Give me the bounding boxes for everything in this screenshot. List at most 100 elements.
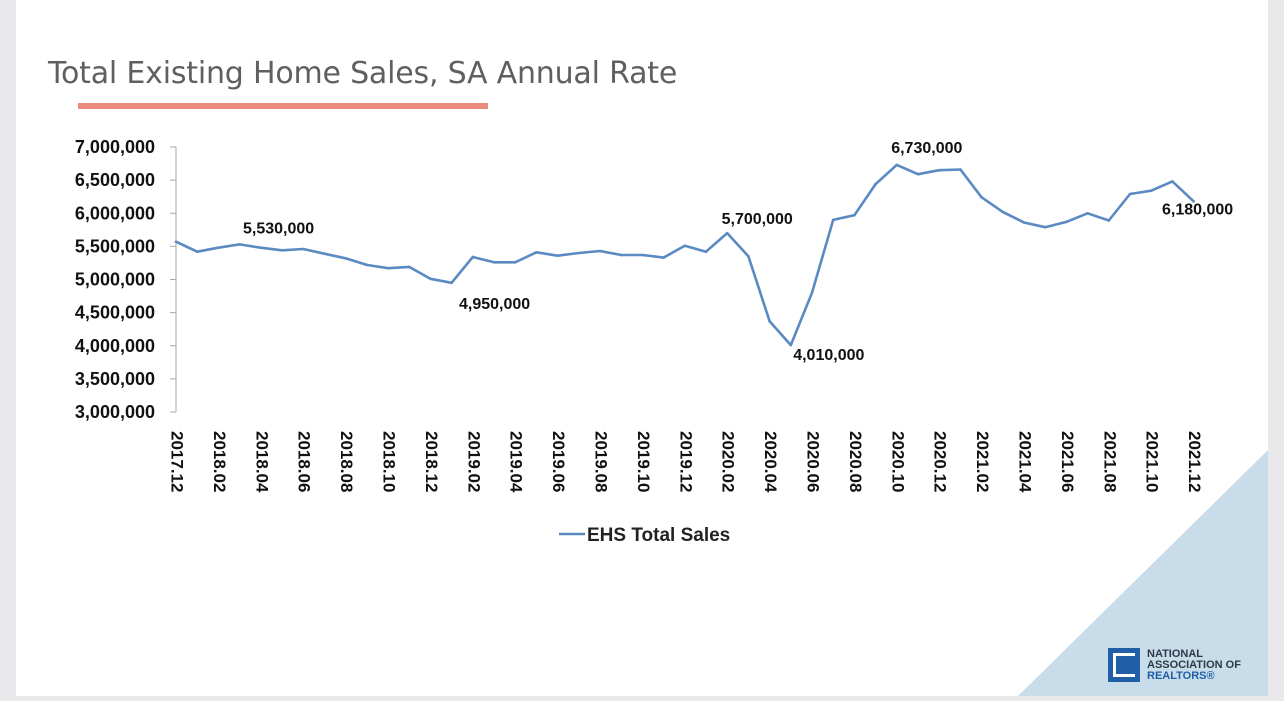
data-point	[598, 249, 602, 253]
data-point	[768, 319, 771, 323]
x-tick-label: 2021.08	[1100, 431, 1119, 492]
x-tick-label: 2019.02	[464, 431, 483, 492]
data-point	[619, 253, 623, 257]
data-point	[238, 243, 241, 246]
data-point	[195, 250, 199, 253]
x-tick-label: 2021.10	[1143, 431, 1162, 492]
x-tick-label: 2018.02	[210, 431, 229, 492]
data-point	[1128, 192, 1132, 196]
x-tick-label: 2020.08	[846, 431, 865, 492]
data-point	[1001, 210, 1005, 214]
logo-line-3: REALTORS®	[1147, 669, 1215, 682]
data-label: 6,730,000	[891, 140, 962, 157]
nar-logo-icon	[1108, 648, 1140, 682]
data-point	[577, 251, 581, 255]
data-point	[217, 246, 220, 249]
data-point	[980, 196, 983, 199]
data-point	[535, 251, 538, 254]
data-point	[937, 168, 941, 172]
data-point	[831, 218, 835, 222]
y-tick-label: 5,500,000	[75, 236, 155, 256]
data-point	[641, 253, 644, 257]
data-label: 5,700,000	[722, 211, 793, 228]
data-point	[386, 266, 390, 270]
data-point	[365, 263, 369, 267]
data-point	[280, 249, 284, 252]
data-point	[1192, 200, 1195, 203]
y-tick-label: 4,500,000	[75, 303, 155, 323]
data-point	[471, 255, 475, 259]
data-point	[916, 172, 920, 176]
chart-title: Total Existing Home Sales, SA Annual Rat…	[48, 56, 678, 91]
logo-line-1: NATIONAL	[1147, 647, 1204, 660]
logo-line-2: ASSOCIATION OF	[1147, 658, 1241, 671]
x-tick-label: 2018.08	[337, 431, 356, 492]
x-tick-label: 2018.10	[380, 431, 399, 492]
data-label: 5,530,000	[243, 220, 314, 237]
slide: Total Existing Home Sales, SA Annual Rat…	[16, 0, 1268, 696]
legend-label: EHS Total Sales	[587, 525, 730, 546]
data-point	[959, 168, 962, 171]
y-tick-label: 3,000,000	[75, 402, 155, 422]
x-tick-label: 2018.06	[295, 431, 314, 492]
data-point	[1107, 219, 1111, 222]
x-tick-label: 2019.10	[634, 431, 653, 492]
x-tick-label: 2020.02	[719, 431, 738, 492]
x-tick-label: 2020.12	[931, 431, 950, 492]
data-point	[1043, 225, 1047, 229]
data-point	[323, 252, 326, 255]
x-tick-label: 2017.12	[168, 431, 187, 492]
x-tick-label: 2019.06	[549, 431, 568, 492]
y-tick-label: 6,500,000	[75, 170, 155, 190]
x-tick-label: 2019.12	[676, 431, 695, 492]
data-point	[810, 291, 814, 295]
data-label: 6,180,000	[1162, 201, 1233, 218]
data-point	[556, 254, 559, 257]
x-tick-label: 2019.04	[507, 431, 526, 493]
y-tick-label: 5,000,000	[75, 270, 155, 290]
x-tick-label: 2018.04	[252, 431, 271, 493]
y-tick-label: 6,000,000	[75, 203, 155, 223]
x-tick-label: 2021.04	[1016, 431, 1035, 493]
data-point	[429, 277, 432, 281]
data-point	[1065, 220, 1068, 224]
data-label: 4,010,000	[793, 347, 864, 364]
data-point	[704, 250, 708, 253]
x-tick-label: 2019.08	[592, 431, 611, 492]
x-tick-label: 2020.04	[761, 431, 780, 493]
data-point	[513, 260, 517, 264]
data-point	[1171, 180, 1174, 183]
line-chart: 3,000,000 3,500,000 4,000,000 4,500,000 5,00…	[75, 137, 1233, 546]
y-tick-label: 3,500,000	[75, 369, 155, 389]
corner-decoration	[1018, 450, 1268, 696]
data-point	[874, 182, 877, 186]
data-point	[407, 265, 411, 269]
data-label: 4,950,000	[459, 296, 530, 313]
data-point	[725, 231, 729, 235]
data-point	[683, 244, 687, 248]
data-point	[747, 255, 750, 258]
data-point	[492, 260, 496, 264]
data-point	[662, 256, 665, 259]
y-tick-label: 4,000,000	[75, 336, 155, 356]
data-point	[789, 343, 793, 347]
data-point	[1086, 211, 1089, 215]
data-point	[301, 247, 305, 251]
x-tick-label: 2020.06	[804, 431, 823, 492]
x-tick-label: 2021.02	[973, 431, 992, 492]
title-underline	[78, 103, 488, 109]
data-point	[1149, 189, 1153, 193]
nar-logo-text: NATIONAL ASSOCIATION OF REALTORS®	[1147, 647, 1241, 682]
series-line-ehs-total-sales	[174, 163, 1195, 347]
x-tick-label: 2020.10	[888, 431, 907, 492]
data-point	[1022, 221, 1026, 224]
x-tick-label: 2021.06	[1058, 431, 1077, 492]
data-point	[174, 240, 178, 244]
data-point	[450, 281, 453, 285]
data-point	[259, 246, 263, 249]
x-tick-label: 2018.12	[422, 431, 441, 492]
nar-logo: NATIONAL ASSOCIATION OF REALTORS®	[1108, 648, 1241, 682]
data-point	[895, 163, 899, 167]
data-point	[853, 213, 856, 217]
data-point	[344, 257, 347, 260]
